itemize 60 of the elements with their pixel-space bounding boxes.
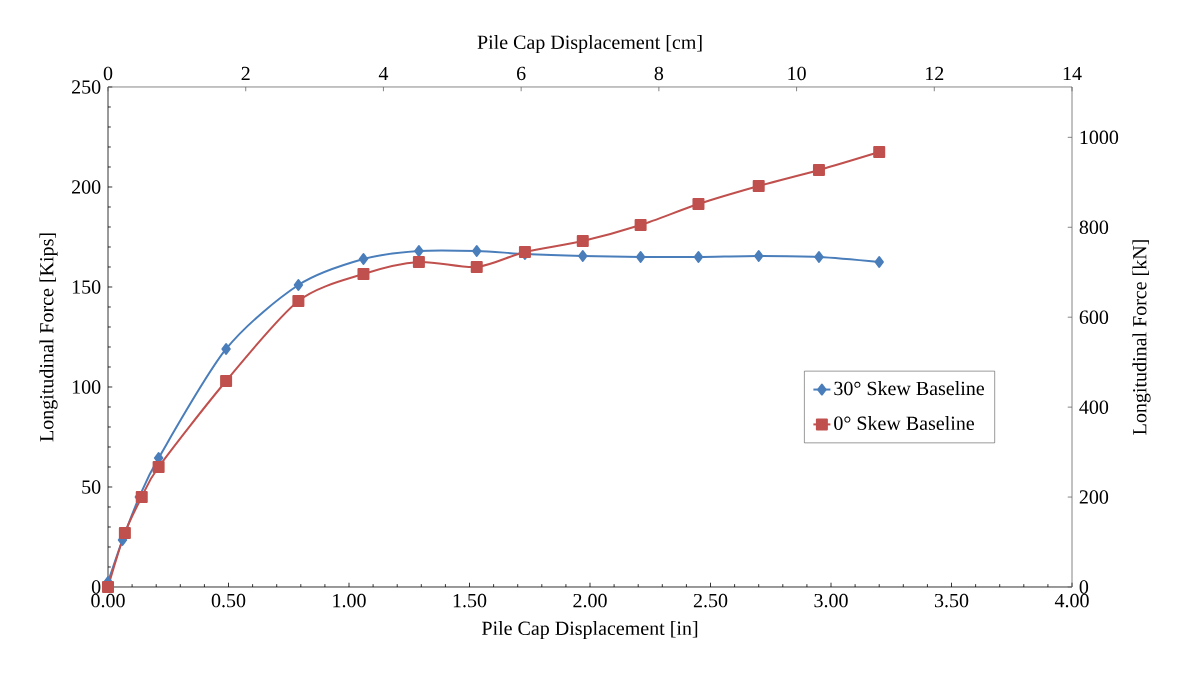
y-tick-label: 250 [72,80,101,94]
y2-tick-label: 800 [1079,220,1109,235]
point [220,374,233,387]
y2-tick-label: 1000 [1080,130,1119,145]
y2-tick-label: 600 [1079,310,1109,324]
x-tick-label: 0.50 [211,593,246,608]
x2-axis-title: Pile Cap Displacement [cm] [477,34,702,54]
legend-label: 30° Skew Baseline [834,381,985,396]
x2-tick-label: 4 [378,66,389,81]
point [873,145,886,158]
point [118,526,131,539]
x-tick-label: 3.50 [934,593,969,608]
point [292,294,305,307]
x-axis-title: Pile Cap Displacement [in] [482,620,698,640]
point [576,234,589,247]
y-tick-label: 0 [91,580,101,594]
y2-tick-label: 400 [1079,400,1109,414]
point [753,249,764,262]
x2-tick-label: 0 [103,66,113,81]
point [874,255,884,268]
point [692,197,705,210]
y2-tick-label: 0 [1079,580,1089,594]
x-tick-label: 4.00 [1054,593,1089,608]
x2-tick-label: 14 [1063,66,1082,81]
point [635,250,646,263]
x-tick-label: 0.00 [91,593,125,608]
point [358,252,369,265]
y-tick-label: 150 [72,280,101,294]
x-tick-label: 2.00 [573,593,607,608]
point [812,163,825,176]
point [471,244,482,257]
point [357,267,370,280]
y-tick-label: 100 [72,380,101,394]
x2-tick-label: 6 [517,66,526,81]
point [412,255,425,268]
x-tick-label: 1.00 [333,593,366,608]
x2-tick-label: 12 [926,66,944,81]
x-tick-label: 3.00 [814,593,848,608]
point [634,218,647,231]
y2-axis-title: Longitudinal Force [kN] [1132,240,1151,435]
point [814,250,824,263]
point [102,580,115,593]
point [293,278,304,291]
x2-tick-label: 10 [788,66,806,81]
point [578,249,588,262]
point [752,179,765,192]
x2-tick-label: 8 [654,66,664,81]
y-tick-label: 50 [82,480,101,494]
x2-tick-label: 2 [241,66,250,81]
y-tick-label: 200 [72,180,101,194]
point [470,260,483,273]
y-axis-title: Longitudinal Force [Kips] [39,233,58,442]
legend-label: 0° Skew Baseline [834,415,975,431]
point [152,460,165,473]
point [414,244,424,257]
point [221,342,231,355]
x-tick-label: 2.50 [693,593,728,608]
y2-tick-label: 200 [1079,490,1109,504]
point [693,250,704,263]
x-tick-label: 1.50 [453,593,487,608]
